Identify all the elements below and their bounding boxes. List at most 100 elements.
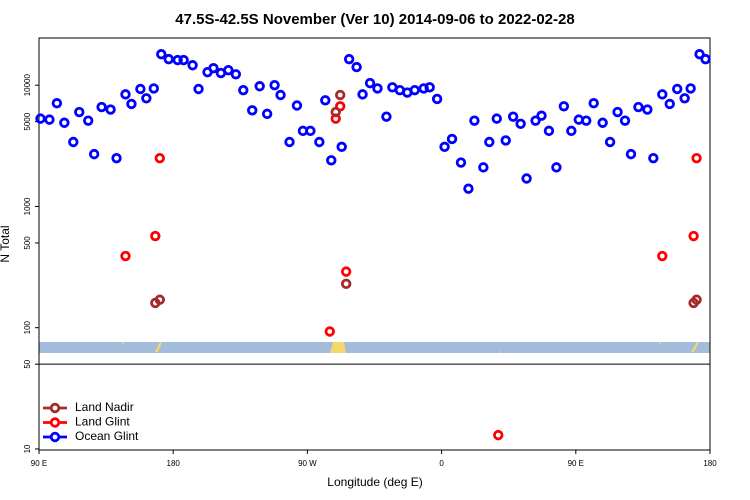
point (230, 69, 242, 80)
y-tick-label: 5000 (23, 112, 32, 130)
y-tick-label: 50 (23, 359, 32, 368)
point (619, 115, 631, 126)
point (493, 429, 504, 441)
x-tick-label: 90 W (298, 459, 317, 468)
point (320, 95, 331, 106)
point (612, 106, 623, 118)
x-tick-label: 90 E (31, 459, 47, 468)
point (340, 278, 352, 290)
point (187, 60, 198, 71)
x-tick-label: 180 (167, 459, 181, 468)
point (581, 115, 592, 126)
point (172, 54, 183, 66)
point (247, 105, 258, 116)
point (74, 106, 85, 118)
point (566, 125, 577, 137)
point (625, 148, 637, 160)
point (657, 250, 668, 262)
legend-label: Ocean Glint (75, 429, 139, 443)
point (633, 101, 644, 113)
point (44, 114, 55, 125)
point (154, 294, 165, 305)
chart-title: 47.5S-42.5S November (Ver 10) 2014-09-06… (175, 11, 574, 28)
point (156, 49, 167, 60)
point (193, 83, 204, 95)
legend-label: Land Nadir (75, 400, 134, 414)
point (340, 266, 352, 277)
point (688, 230, 699, 242)
land-ocean-strip (39, 342, 710, 353)
x-tick-label: 0 (439, 459, 444, 468)
point (507, 111, 519, 122)
point (484, 136, 495, 148)
point (700, 53, 711, 65)
point (269, 79, 280, 91)
point (335, 89, 346, 101)
y-tick-label: 500 (23, 236, 32, 250)
land-markers (122, 342, 699, 353)
point (588, 98, 599, 109)
point (597, 117, 608, 128)
point (59, 117, 70, 128)
point (431, 93, 443, 105)
point (68, 136, 79, 148)
point (351, 61, 362, 73)
point (455, 157, 467, 168)
point (135, 83, 146, 95)
plot-frame (38, 37, 711, 451)
point (364, 77, 376, 89)
point (275, 89, 286, 101)
point (500, 135, 511, 146)
point (126, 98, 137, 110)
point (324, 326, 335, 337)
point (521, 173, 532, 184)
point (154, 152, 165, 164)
point (446, 133, 458, 145)
point (148, 83, 160, 94)
point (223, 64, 234, 76)
legend-marker (49, 417, 61, 428)
point (111, 152, 122, 164)
point (261, 108, 273, 120)
y-tick-label: 1000 (23, 197, 32, 215)
point (35, 113, 46, 124)
x-tick-label: 180 (703, 459, 717, 468)
point (381, 111, 392, 122)
point (491, 113, 502, 124)
point (163, 53, 174, 65)
point (343, 53, 355, 65)
point (105, 104, 116, 115)
point (238, 84, 249, 96)
point (664, 98, 675, 110)
point (642, 104, 653, 115)
point (469, 115, 480, 126)
point (691, 294, 702, 305)
point (530, 115, 541, 126)
x-tick-label: 90 E (568, 459, 584, 468)
point (515, 118, 526, 130)
point (120, 89, 131, 100)
point (536, 110, 547, 121)
legend-marker (49, 431, 61, 443)
point (691, 152, 702, 164)
point (604, 136, 616, 148)
point (291, 100, 303, 111)
point (51, 98, 63, 109)
point (120, 250, 131, 262)
y-tick-label: 10000 (23, 74, 32, 97)
point (463, 183, 474, 194)
point (336, 141, 347, 153)
point (439, 141, 450, 153)
point (83, 115, 94, 126)
point (314, 136, 325, 148)
point (96, 101, 107, 113)
point (372, 83, 383, 94)
point (409, 84, 420, 96)
point (305, 125, 316, 137)
legend-label: Land Glint (75, 415, 130, 429)
y-tick-label: 10 (23, 444, 32, 453)
point (424, 82, 435, 93)
point (150, 230, 161, 242)
point (254, 81, 265, 92)
